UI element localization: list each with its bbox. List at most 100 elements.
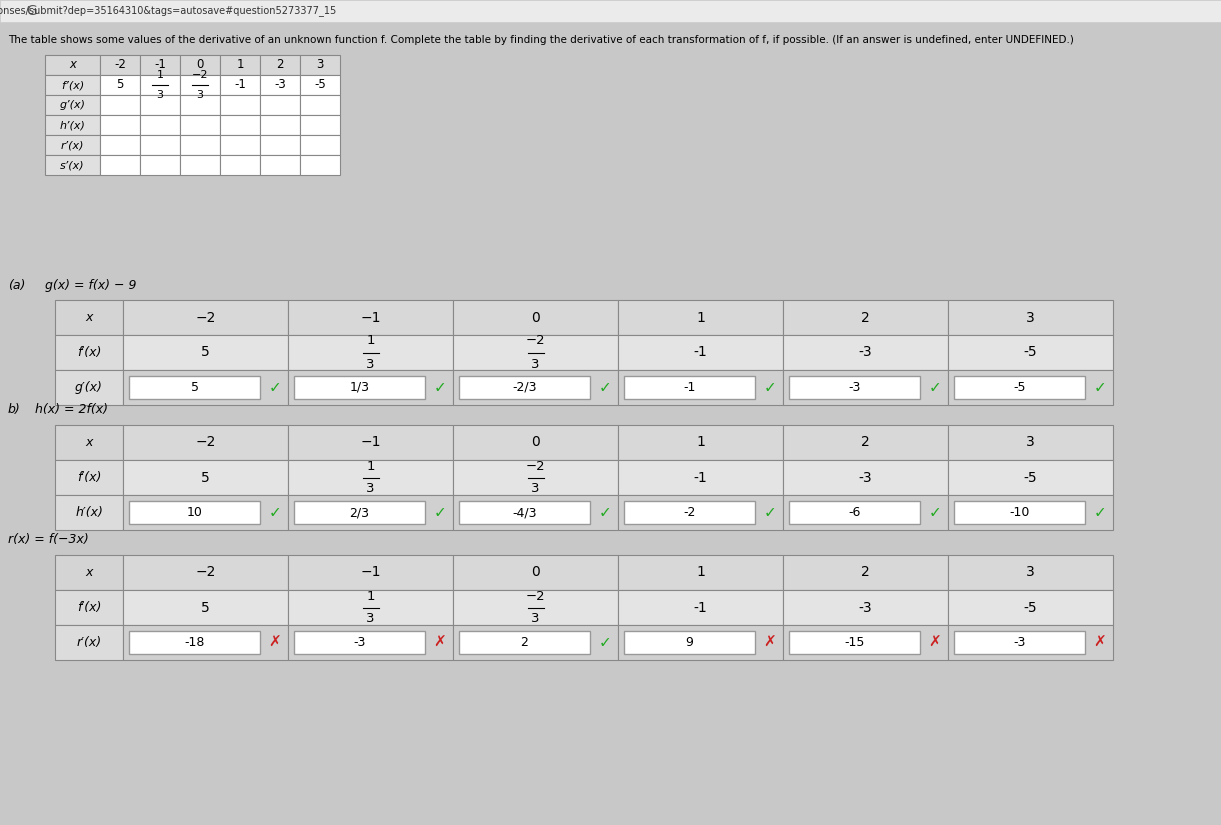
Bar: [618, 590, 783, 625]
Bar: [453, 335, 618, 370]
Bar: [220, 135, 260, 155]
Text: 0: 0: [197, 59, 204, 72]
Bar: [288, 335, 453, 370]
Bar: [618, 460, 783, 495]
Bar: [624, 376, 755, 399]
Bar: [140, 115, 179, 135]
Text: r′(x): r′(x): [77, 636, 101, 649]
Text: ✓: ✓: [269, 380, 281, 395]
Bar: [288, 300, 453, 335]
Text: 2: 2: [861, 436, 869, 450]
Text: -1: -1: [234, 78, 245, 92]
Text: f’(x): f’(x): [61, 80, 84, 90]
Bar: [288, 425, 453, 460]
Bar: [179, 115, 220, 135]
Text: 3: 3: [1026, 436, 1035, 450]
Bar: [618, 555, 783, 590]
Text: -5: -5: [314, 78, 326, 92]
Text: 1: 1: [696, 565, 705, 579]
Bar: [123, 370, 288, 405]
Text: (a): (a): [9, 279, 26, 291]
Bar: [453, 300, 618, 335]
Bar: [300, 75, 339, 95]
Text: 1: 1: [366, 590, 375, 602]
Text: h’(x): h’(x): [60, 120, 85, 130]
Bar: [954, 631, 1085, 654]
Text: −1: −1: [360, 436, 381, 450]
Bar: [260, 75, 300, 95]
Bar: [453, 425, 618, 460]
Text: -1: -1: [694, 470, 707, 484]
Bar: [783, 335, 947, 370]
Bar: [453, 495, 618, 530]
Bar: [300, 95, 339, 115]
Bar: [947, 590, 1114, 625]
Text: -3: -3: [275, 78, 286, 92]
Bar: [140, 155, 179, 175]
Bar: [783, 425, 947, 460]
Text: −2: −2: [526, 460, 546, 473]
Text: x: x: [85, 436, 93, 449]
Text: 3: 3: [531, 483, 540, 496]
Text: 9: 9: [685, 636, 694, 649]
Bar: [0, 0, 1221, 22]
Bar: [294, 376, 425, 399]
Bar: [179, 75, 220, 95]
Text: ✓: ✓: [598, 380, 612, 395]
Bar: [179, 135, 220, 155]
Bar: [140, 95, 179, 115]
Text: -5: -5: [1013, 381, 1026, 394]
Text: G: G: [27, 4, 38, 18]
Bar: [618, 495, 783, 530]
Text: s’(x): s’(x): [60, 160, 84, 170]
Bar: [100, 155, 140, 175]
Bar: [294, 501, 425, 524]
Text: -3: -3: [858, 470, 872, 484]
Text: ✓: ✓: [598, 635, 612, 650]
Text: −2: −2: [192, 70, 209, 80]
Text: −2: −2: [195, 310, 216, 324]
Text: ✓: ✓: [1094, 380, 1106, 395]
Text: −2: −2: [526, 590, 546, 602]
Bar: [55, 495, 123, 530]
Bar: [260, 55, 300, 75]
Text: -10: -10: [1010, 506, 1029, 519]
Text: -5: -5: [1023, 601, 1038, 615]
Bar: [453, 590, 618, 625]
Text: -2: -2: [684, 506, 696, 519]
Bar: [954, 376, 1085, 399]
Text: −1: −1: [360, 565, 381, 579]
Text: 3: 3: [366, 612, 375, 625]
Text: x: x: [85, 311, 93, 324]
Bar: [618, 335, 783, 370]
Bar: [453, 555, 618, 590]
Bar: [220, 95, 260, 115]
Text: -4/3: -4/3: [513, 506, 537, 519]
Bar: [789, 631, 919, 654]
Bar: [288, 495, 453, 530]
Text: -3: -3: [1013, 636, 1026, 649]
Text: x: x: [85, 566, 93, 579]
Bar: [947, 460, 1114, 495]
Bar: [179, 155, 220, 175]
Text: ✓: ✓: [269, 505, 281, 520]
Text: 0: 0: [531, 310, 540, 324]
Bar: [288, 555, 453, 590]
Text: −2: −2: [526, 334, 546, 347]
Bar: [220, 115, 260, 135]
Bar: [300, 135, 339, 155]
Text: 1: 1: [366, 334, 375, 347]
Bar: [100, 75, 140, 95]
Bar: [288, 625, 453, 660]
Bar: [123, 555, 288, 590]
Text: -5: -5: [1023, 470, 1038, 484]
Text: -18: -18: [184, 636, 205, 649]
Text: -3: -3: [858, 346, 872, 360]
Text: 10: 10: [187, 506, 203, 519]
Text: 3: 3: [316, 59, 324, 72]
Text: ✓: ✓: [763, 505, 777, 520]
Bar: [123, 625, 288, 660]
Bar: [55, 555, 123, 590]
Text: -1: -1: [694, 346, 707, 360]
Bar: [783, 370, 947, 405]
